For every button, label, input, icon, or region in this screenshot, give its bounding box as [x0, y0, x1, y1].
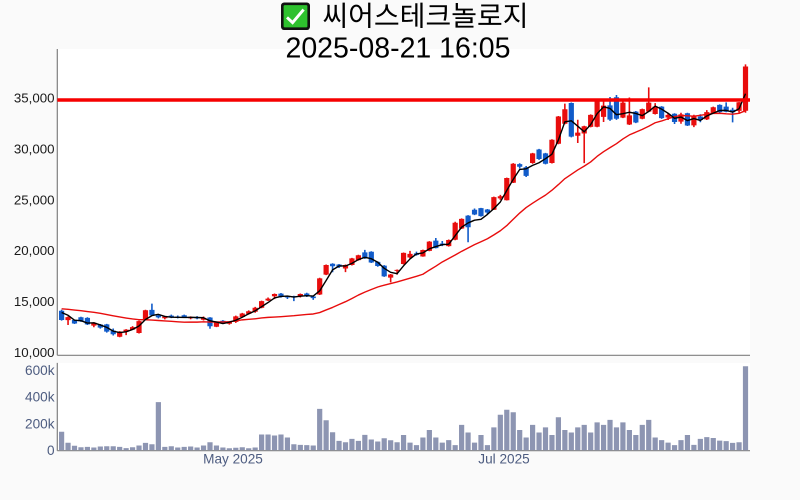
svg-text:15,000: 15,000	[14, 294, 55, 309]
svg-text:30,000: 30,000	[14, 141, 55, 156]
svg-text:400k: 400k	[25, 390, 55, 405]
svg-text:600k: 600k	[25, 363, 55, 378]
svg-text:Jul 2025: Jul 2025	[478, 452, 529, 467]
svg-text:20,000: 20,000	[14, 243, 55, 258]
svg-text:May 2025: May 2025	[203, 452, 263, 467]
svg-text:10,000: 10,000	[14, 345, 55, 360]
svg-text:2025-08-21 16:05: 2025-08-21 16:05	[285, 33, 510, 65]
svg-text:25,000: 25,000	[14, 192, 55, 207]
svg-text:0: 0	[47, 443, 55, 458]
svg-text:35,000: 35,000	[14, 91, 55, 106]
svg-text:200k: 200k	[25, 416, 55, 431]
